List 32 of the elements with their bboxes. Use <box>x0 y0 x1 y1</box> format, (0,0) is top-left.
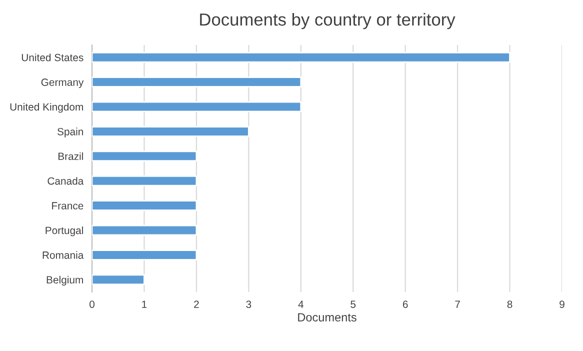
x-tick-label: 3 <box>246 300 252 308</box>
bar <box>92 175 198 186</box>
x-tick-label: 7 <box>455 300 460 308</box>
y-tick-label: France <box>52 202 84 210</box>
x-tick-label: 4 <box>298 300 304 308</box>
y-tick-label: Canada <box>48 177 84 185</box>
x-tick-label: 2 <box>194 300 199 308</box>
x-tick-label: 5 <box>350 300 356 308</box>
x-tick-label: 6 <box>402 300 408 308</box>
y-tick-label: Spain <box>58 128 83 138</box>
x-axis-title: Documents <box>298 313 356 322</box>
bar <box>92 101 302 112</box>
x-tick-label: 1 <box>142 300 147 308</box>
y-tick-label: United States <box>22 54 84 62</box>
x-tick-label: 0 <box>90 300 94 308</box>
x-tick-label: 9 <box>560 300 564 308</box>
bar <box>92 274 145 286</box>
bar <box>92 224 198 236</box>
y-tick-label: Brazil <box>58 152 83 160</box>
y-tick-label: Belgium <box>46 276 83 286</box>
bar <box>92 200 198 211</box>
bar <box>92 250 198 260</box>
y-tick-label: United Kingdom <box>10 102 83 113</box>
bar <box>92 76 302 88</box>
x-tick-label: 8 <box>507 300 512 308</box>
bar <box>92 52 510 63</box>
chart-title: Documents by country or territory <box>200 12 456 30</box>
bar <box>92 126 250 137</box>
bar <box>92 150 198 162</box>
y-tick-label: Portugal <box>46 226 83 236</box>
y-tick-label: Germany <box>41 78 84 88</box>
y-tick-label: Romania <box>42 251 84 259</box>
